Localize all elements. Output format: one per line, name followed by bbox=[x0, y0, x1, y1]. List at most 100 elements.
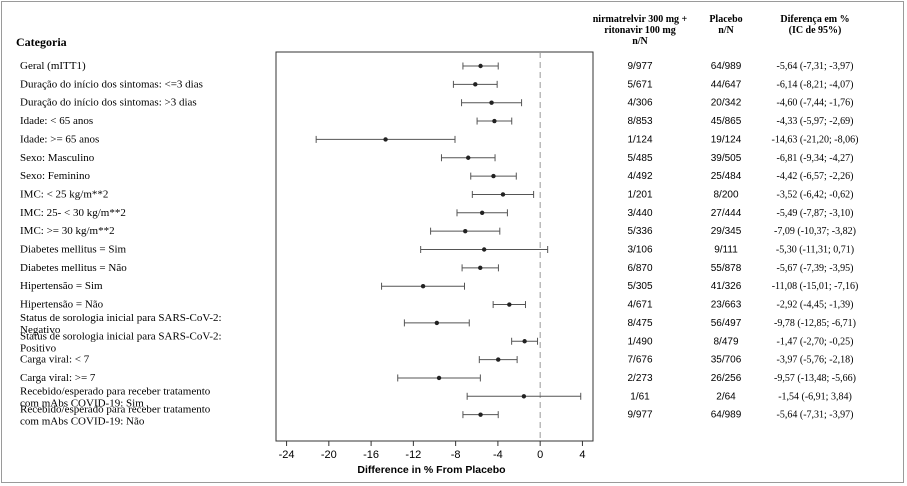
difference-ci: -5,64 (-7,31; -3,97) bbox=[777, 61, 854, 72]
subgroup-label: Sexo: Feminino bbox=[20, 170, 90, 182]
point-estimate bbox=[434, 320, 440, 326]
treatment-nN: 3/440 bbox=[627, 208, 652, 219]
subgroup-label: Sexo: Masculino bbox=[20, 152, 95, 164]
difference-ci: -4,60 (-7,44; -1,76) bbox=[777, 98, 854, 109]
subgroup-label: Hipertensão = Sim bbox=[20, 280, 103, 292]
point-estimate bbox=[420, 284, 426, 289]
point-estimate bbox=[478, 265, 483, 271]
difference-header-line: (IC de 95%) bbox=[789, 25, 842, 36]
point-estimate bbox=[478, 412, 483, 417]
difference-ci: -7,09 (-10,37; -3,82) bbox=[774, 226, 856, 237]
placebo-nN: 26/256 bbox=[711, 373, 742, 384]
difference-ci: -6,14 (-8,21; -4,07) bbox=[777, 79, 854, 90]
difference-ci: -5,64 (-7,31; -3,97) bbox=[777, 410, 854, 421]
difference-ci: -5,49 (-7,87; -3,10) bbox=[777, 208, 854, 219]
point-estimate bbox=[492, 118, 497, 124]
treatment-nN: 4/671 bbox=[627, 300, 652, 311]
subgroup-label: Diabetes mellitus = Não bbox=[20, 262, 127, 274]
treatment-nN: 1/61 bbox=[630, 391, 650, 402]
difference-ci: -1,54 (-6,91; 3,84) bbox=[778, 391, 852, 402]
subgroup-label: Diabetes mellitus = Sim bbox=[20, 244, 127, 256]
treatment-nN: 4/306 bbox=[627, 98, 652, 109]
difference-ci: -11,08 (-15,01; -7,16) bbox=[772, 281, 859, 292]
difference-ci: -4,33 (-5,97; -2,69) bbox=[777, 116, 854, 127]
placebo-nN: 64/989 bbox=[711, 61, 742, 72]
subgroup-label: Geral (mITT1) bbox=[20, 60, 86, 72]
difference-ci: -9,57 (-13,48; -5,66) bbox=[774, 373, 856, 384]
difference-ci: -3,97 (-5,76; -2,18) bbox=[777, 355, 854, 366]
x-tick-label: -16 bbox=[363, 449, 379, 461]
point-estimate bbox=[436, 375, 442, 381]
treatment-nN: 1/490 bbox=[627, 336, 652, 347]
treatment-header-line: nirmatrelvir 300 mg + bbox=[593, 14, 688, 25]
point-estimate bbox=[496, 357, 501, 362]
subgroup-label-line: Negativo bbox=[20, 324, 61, 336]
subgroup-label-line: Recebido/esperado para receber tratament… bbox=[20, 404, 211, 416]
point-estimate bbox=[473, 82, 478, 87]
x-axis-label: Difference in % From Placebo bbox=[357, 464, 505, 476]
treatment-nN: 8/475 bbox=[627, 318, 652, 329]
subgroup-label-line: Recebido/esperado para receber tratament… bbox=[20, 385, 211, 397]
point-estimate bbox=[466, 155, 471, 160]
difference-ci: -2,92 (-4,45; -1,39) bbox=[777, 300, 854, 311]
placebo-nN: 35/706 bbox=[711, 355, 742, 366]
x-tick-label: -20 bbox=[321, 449, 337, 461]
placebo-nN: 25/484 bbox=[711, 171, 742, 182]
subgroup-label: IMC: 25- < 30 kg/m**2 bbox=[20, 207, 126, 219]
treatment-nN: 5/305 bbox=[627, 281, 652, 292]
point-estimate bbox=[489, 100, 494, 105]
placebo-nN: 27/444 bbox=[711, 208, 742, 219]
treatment-nN: 1/124 bbox=[627, 134, 652, 145]
difference-ci: -9,78 (-12,85; -6,71) bbox=[774, 318, 856, 329]
subgroup-label: Idade: < 65 anos bbox=[20, 115, 93, 127]
difference-ci: -4,42 (-6,57; -2,26) bbox=[777, 171, 854, 182]
point-estimate bbox=[507, 302, 512, 307]
subgroup-label: IMC: < 25 kg/m**2 bbox=[20, 188, 108, 200]
placebo-header-line: n/N bbox=[718, 25, 734, 36]
subgroup-label: Carga viral: < 7 bbox=[20, 354, 90, 366]
difference-ci: -5,67 (-7,39; -3,95) bbox=[777, 263, 854, 274]
treatment-nN: 5/671 bbox=[627, 79, 652, 90]
x-tick-label: -12 bbox=[405, 449, 421, 461]
treatment-nN: 9/977 bbox=[627, 410, 652, 421]
difference-ci: -14,63 (-21,20; -8,06) bbox=[772, 134, 859, 145]
difference-ci: -5,30 (-11,31; 0,71) bbox=[776, 245, 854, 256]
x-tick-label: -24 bbox=[279, 449, 295, 461]
placebo-nN: 29/345 bbox=[711, 226, 742, 237]
placebo-nN: 20/342 bbox=[711, 98, 742, 109]
point-estimate bbox=[500, 192, 506, 197]
subgroup-label-line: Status de sorologia inicial para SARS-Co… bbox=[20, 330, 222, 342]
treatment-nN: 2/273 bbox=[627, 373, 652, 384]
subgroup-label: Hipertensão = Não bbox=[20, 299, 104, 311]
placebo-nN: 44/647 bbox=[711, 79, 742, 90]
placebo-nN: 8/200 bbox=[713, 189, 738, 200]
difference-ci: -6,81 (-9,34; -4,27) bbox=[777, 153, 854, 164]
treatment-nN: 3/106 bbox=[627, 245, 652, 256]
difference-ci: -1,47 (-2,70; -0,25) bbox=[777, 336, 854, 347]
difference-header-line: Diferença em % bbox=[780, 14, 849, 25]
subgroup-label: Idade: >= 65 anos bbox=[20, 133, 99, 145]
placebo-nN: 56/497 bbox=[711, 318, 742, 329]
placebo-nN: 19/124 bbox=[711, 134, 742, 145]
subgroup-label-line: Positivo bbox=[20, 342, 57, 354]
treatment-nN: 9/977 bbox=[627, 61, 652, 72]
treatment-header-line: ritonavir 100 mg bbox=[604, 25, 675, 36]
placebo-nN: 9/111 bbox=[714, 245, 738, 256]
point-estimate bbox=[491, 173, 496, 179]
subgroup-label-line: Status de sorologia inicial para SARS-Co… bbox=[20, 312, 222, 324]
treatment-nN: 5/336 bbox=[627, 226, 652, 237]
point-estimate bbox=[463, 228, 468, 234]
plot-area-border bbox=[275, 51, 594, 442]
subgroup-label-line: com mAbs COVID-19: Sim bbox=[20, 397, 144, 409]
placebo-nN: 45/865 bbox=[711, 116, 742, 127]
treatment-nN: 6/870 bbox=[627, 263, 652, 274]
treatment-nN: 1/201 bbox=[627, 189, 652, 200]
point-estimate bbox=[478, 63, 483, 69]
difference-ci: -3,52 (-6,42; -0,62) bbox=[777, 189, 854, 200]
subgroup-label: IMC: >= 30 kg/m**2 bbox=[20, 225, 115, 237]
x-tick-label: -8 bbox=[451, 449, 461, 461]
x-tick-label: 0 bbox=[537, 449, 543, 461]
treatment-header-line: n/N bbox=[632, 36, 648, 47]
